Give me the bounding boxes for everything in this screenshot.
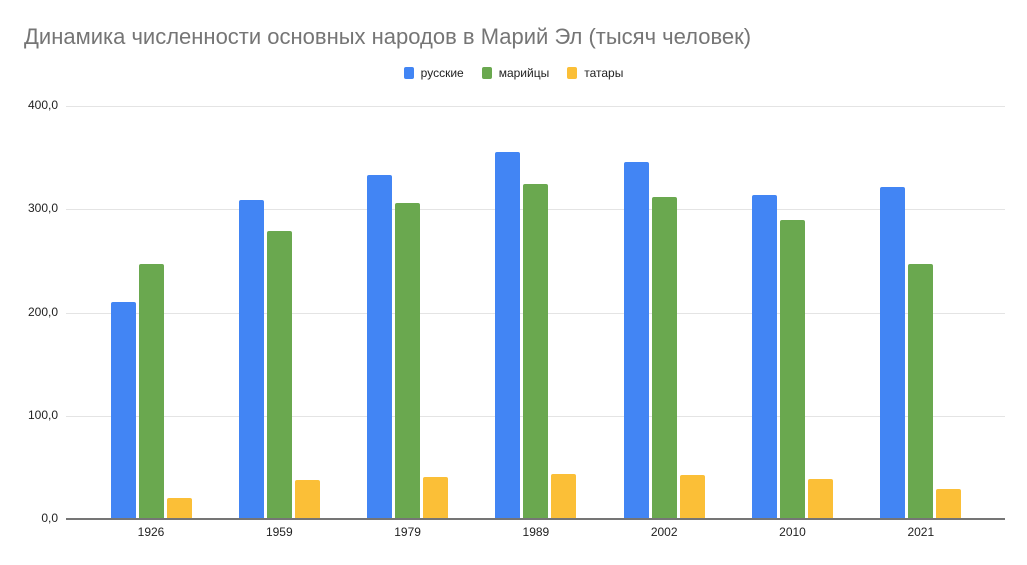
x-axis-tick-label: 1979 [394, 525, 421, 539]
bar-2021-1[interactable] [908, 263, 934, 519]
chart-legend: русские марийцы татары [0, 66, 1027, 80]
legend-label-mari: марийцы [498, 66, 550, 80]
bar-1989-1[interactable] [523, 184, 549, 519]
bar-2002-0[interactable] [623, 161, 649, 519]
legend-label-russians: русские [420, 66, 464, 80]
bar-1926-0[interactable] [110, 302, 136, 519]
chart-title: Динамика численности основных народов в … [24, 24, 752, 49]
x-axis-line [66, 518, 1005, 520]
legend-item-mari[interactable]: марийцы [481, 66, 550, 80]
y-axis-tick-label: 100,0 [27, 408, 58, 422]
bar-1989-0[interactable] [495, 152, 521, 519]
y-axis-tick-label: 400,0 [27, 98, 58, 112]
x-axis-tick-label: 1989 [522, 525, 550, 539]
y-axis-tick-label: 300,0 [27, 201, 58, 215]
x-axis-tick-label: 2021 [907, 525, 935, 539]
bar-1959-0[interactable] [238, 199, 264, 519]
bar-1979-0[interactable] [367, 175, 393, 519]
gridline [66, 106, 1005, 107]
bar-2002-1[interactable] [651, 196, 677, 519]
x-axis-tick-label: 2002 [650, 525, 678, 539]
legend-label-tatars: татары [584, 66, 624, 80]
x-axis-tick-label: 2010 [779, 525, 806, 539]
bar-1989-2[interactable] [551, 473, 577, 519]
bar-2021-2[interactable] [936, 489, 962, 519]
x-axis-tick-label: 1959 [265, 525, 293, 539]
legend-swatch-mari [481, 67, 492, 79]
y-axis-tick-label: 0,0 [41, 511, 58, 525]
legend-swatch-russians [403, 67, 414, 79]
bar-2021-0[interactable] [880, 186, 906, 519]
bar-1959-1[interactable] [266, 230, 292, 519]
bar-2010-1[interactable] [780, 219, 805, 519]
bar-1926-2[interactable] [166, 498, 192, 519]
y-axis-tick-label: 200,0 [27, 305, 58, 319]
bar-2002-2[interactable] [679, 474, 705, 519]
bar-1926-1[interactable] [138, 263, 164, 519]
bar-1979-2[interactable] [423, 476, 449, 519]
bar-1979-1[interactable] [395, 203, 421, 519]
bar-1959-2[interactable] [294, 479, 320, 519]
legend-swatch-tatars [567, 67, 578, 79]
bar-2010-0[interactable] [752, 194, 777, 519]
x-axis-tick-label: 1926 [137, 525, 165, 539]
legend-item-tatars[interactable]: татары [567, 66, 623, 80]
bar-2010-2[interactable] [808, 478, 833, 519]
legend-item-russians[interactable]: русские [403, 66, 464, 80]
